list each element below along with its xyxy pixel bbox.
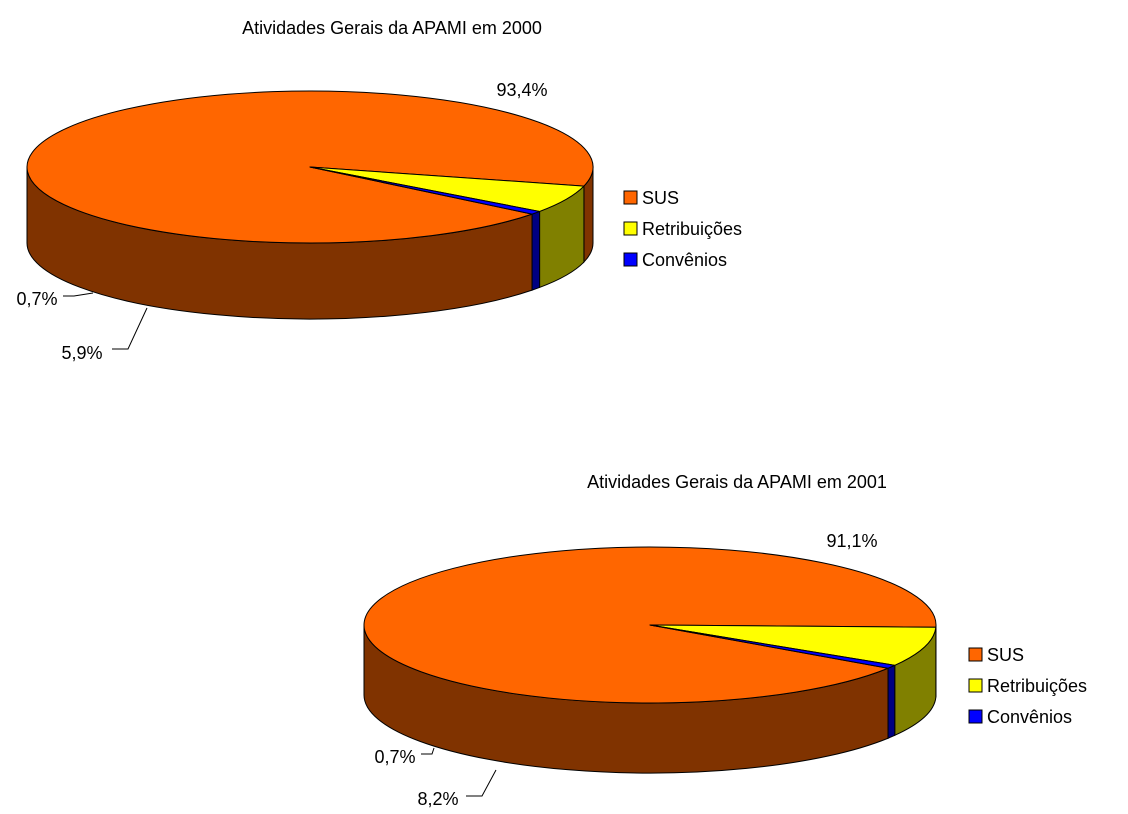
legend-label-retribuições: Retribuições <box>987 676 1087 696</box>
data-label-sus: 93,4% <box>496 80 547 100</box>
leader-line <box>466 770 496 796</box>
data-label-retribuições: 8,2% <box>417 789 458 809</box>
leader-line <box>112 308 147 349</box>
legend-label-sus: SUS <box>987 645 1024 665</box>
legend-label-convênios: Convênios <box>987 707 1072 727</box>
data-label-convênios: 0,7% <box>374 747 415 767</box>
legend-swatch-retribuições <box>969 679 982 692</box>
slice-side-convênios <box>532 211 539 290</box>
slice-side-convênios <box>888 665 895 738</box>
chart-title: Atividades Gerais da APAMI em 2000 <box>242 18 542 38</box>
leader-line <box>421 748 434 754</box>
data-label-convênios: 0,7% <box>16 289 57 309</box>
data-label-sus: 91,1% <box>826 531 877 551</box>
pie-chart-2001: Atividades Gerais da APAMI em 2001 91,1% 8… <box>364 472 1087 809</box>
legend-label-convênios: Convênios <box>642 250 727 270</box>
chart-title: Atividades Gerais da APAMI em 2001 <box>587 472 887 492</box>
legend-swatch-retribuições <box>624 222 637 235</box>
legend-label-sus: SUS <box>642 188 679 208</box>
legend-swatch-convênios <box>624 253 637 266</box>
leader-line <box>63 293 93 296</box>
legend-label-retribuições: Retribuições <box>642 219 742 239</box>
legend-swatch-convênios <box>969 710 982 723</box>
legend-swatch-sus <box>624 191 637 204</box>
data-label-retribuições: 5,9% <box>61 343 102 363</box>
legend-swatch-sus <box>969 648 982 661</box>
pie-chart-2000: Atividades Gerais da APAMI em 2000 93,4% 5… <box>16 18 742 363</box>
